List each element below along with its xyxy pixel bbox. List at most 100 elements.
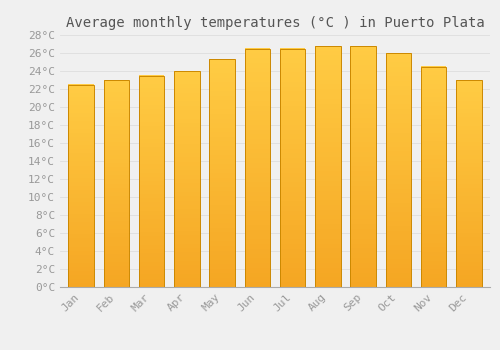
Bar bbox=[244, 149, 270, 153]
Bar bbox=[244, 77, 270, 82]
Bar bbox=[68, 97, 94, 101]
Bar bbox=[280, 177, 305, 182]
Bar bbox=[456, 262, 481, 266]
Bar bbox=[421, 141, 446, 146]
Bar bbox=[315, 70, 340, 75]
Bar bbox=[350, 244, 376, 248]
Bar bbox=[315, 195, 340, 200]
Bar bbox=[386, 62, 411, 67]
Bar bbox=[210, 177, 235, 182]
Bar bbox=[315, 89, 340, 94]
Bar bbox=[456, 233, 481, 237]
Bar bbox=[456, 229, 481, 233]
Bar bbox=[210, 278, 235, 282]
Bar bbox=[139, 206, 164, 211]
Bar bbox=[244, 134, 270, 139]
Bar bbox=[210, 100, 235, 105]
Bar bbox=[315, 215, 340, 219]
Bar bbox=[350, 137, 376, 142]
Bar bbox=[68, 262, 94, 267]
Bar bbox=[315, 142, 340, 147]
Bar bbox=[174, 183, 200, 188]
Bar bbox=[350, 84, 376, 89]
Bar bbox=[421, 128, 446, 133]
Bar bbox=[456, 283, 481, 287]
Bar bbox=[456, 125, 481, 130]
Bar bbox=[280, 120, 305, 125]
Bar bbox=[280, 53, 305, 58]
Bar bbox=[210, 201, 235, 205]
Bar bbox=[350, 195, 376, 200]
Bar bbox=[210, 191, 235, 196]
Bar bbox=[104, 212, 129, 217]
Bar bbox=[315, 46, 340, 287]
Bar bbox=[280, 115, 305, 120]
Bar bbox=[68, 275, 94, 279]
Bar bbox=[139, 232, 164, 236]
Bar bbox=[456, 183, 481, 188]
Bar bbox=[174, 201, 200, 205]
Bar bbox=[68, 283, 94, 287]
Bar bbox=[244, 173, 270, 177]
Bar bbox=[174, 179, 200, 183]
Bar bbox=[421, 84, 446, 89]
Bar bbox=[139, 181, 164, 186]
Bar bbox=[350, 118, 376, 123]
Bar bbox=[104, 225, 129, 229]
Bar bbox=[350, 263, 376, 268]
Bar bbox=[421, 97, 446, 102]
Bar bbox=[139, 177, 164, 181]
Bar bbox=[315, 244, 340, 248]
Bar bbox=[174, 149, 200, 153]
Bar bbox=[280, 239, 305, 244]
Bar bbox=[280, 230, 305, 235]
Bar bbox=[244, 115, 270, 120]
Bar bbox=[210, 155, 235, 160]
Bar bbox=[386, 236, 411, 240]
Bar bbox=[421, 199, 446, 203]
Bar bbox=[456, 163, 481, 167]
Bar bbox=[210, 214, 235, 219]
Bar bbox=[174, 92, 200, 97]
Bar bbox=[456, 100, 481, 105]
Bar bbox=[139, 219, 164, 224]
Bar bbox=[350, 272, 376, 277]
Bar bbox=[280, 234, 305, 239]
Bar bbox=[280, 110, 305, 115]
Bar bbox=[68, 161, 94, 166]
Bar bbox=[421, 106, 446, 111]
Bar bbox=[139, 101, 164, 105]
Bar bbox=[68, 121, 94, 125]
Bar bbox=[350, 229, 376, 234]
Bar bbox=[210, 237, 235, 241]
Bar bbox=[421, 225, 446, 230]
Bar bbox=[244, 125, 270, 130]
Bar bbox=[456, 204, 481, 208]
Bar bbox=[244, 253, 270, 258]
Bar bbox=[68, 174, 94, 178]
Bar bbox=[139, 236, 164, 240]
Bar bbox=[210, 219, 235, 223]
Bar bbox=[68, 137, 94, 141]
Bar bbox=[210, 273, 235, 278]
Bar bbox=[244, 177, 270, 182]
Bar bbox=[174, 226, 200, 231]
Bar bbox=[386, 264, 411, 268]
Bar bbox=[456, 80, 481, 287]
Bar bbox=[456, 200, 481, 204]
Bar bbox=[386, 123, 411, 128]
Bar bbox=[104, 204, 129, 208]
Bar bbox=[244, 273, 270, 278]
Bar bbox=[210, 77, 235, 82]
Bar bbox=[421, 212, 446, 216]
Bar bbox=[315, 161, 340, 166]
Bar bbox=[139, 257, 164, 261]
Bar bbox=[174, 214, 200, 218]
Bar bbox=[104, 208, 129, 212]
Bar bbox=[421, 190, 446, 194]
Bar bbox=[244, 144, 270, 149]
Bar bbox=[244, 63, 270, 68]
Bar bbox=[386, 278, 411, 282]
Bar bbox=[421, 159, 446, 163]
Bar bbox=[280, 125, 305, 130]
